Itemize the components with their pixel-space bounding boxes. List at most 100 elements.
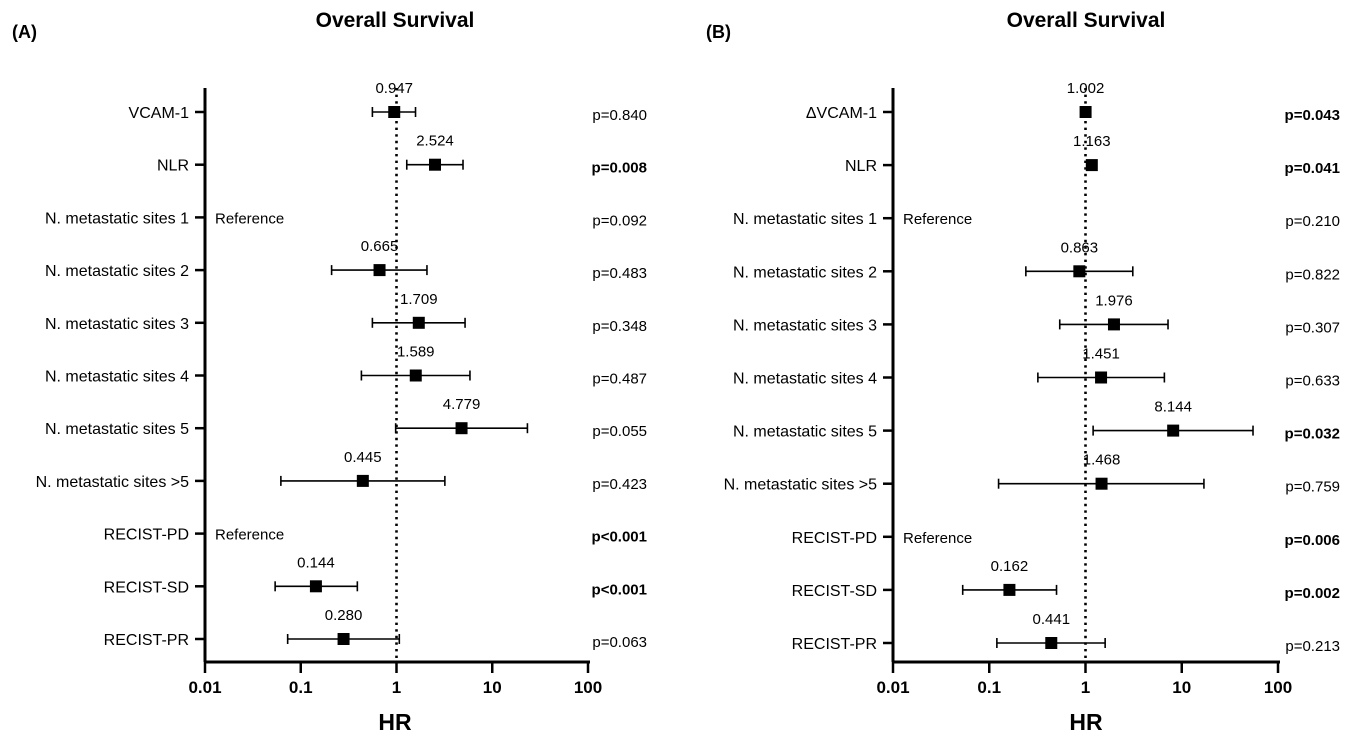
x-tick-label: 0.01 — [876, 678, 909, 697]
hr-label: 0.665 — [361, 238, 399, 255]
p-value: p=0.041 — [1285, 160, 1340, 177]
hr-point — [1108, 318, 1120, 330]
row-label: RECIST-SD — [792, 583, 877, 600]
hr-point — [374, 264, 386, 276]
p-value: p=0.055 — [592, 423, 647, 440]
hr-point — [413, 317, 425, 329]
panel-label: (A) — [12, 22, 37, 42]
forest-panel-b: (B) Overall Survival 0.01 0.1 1 10 100 HR ΔVCAM-… — [706, 9, 1340, 735]
x-tick-label: 100 — [1264, 678, 1292, 697]
row-label: N. metastatic sites 5 — [45, 421, 189, 438]
forest-panel-a: (A) Overall Survival 0.01 0.1 1 10 100 HR VCAM-1… — [12, 9, 647, 735]
hr-label: 1.589 — [397, 344, 435, 361]
row-label: NLR — [845, 158, 877, 175]
p-value: p=0.006 — [1285, 532, 1340, 549]
hr-label: 1.451 — [1082, 346, 1120, 363]
row-label: N. metastatic sites 1 — [45, 210, 189, 227]
panel-title: Overall Survival — [1007, 9, 1166, 32]
hr-point — [1045, 637, 1057, 649]
hr-point — [1080, 106, 1092, 118]
row-label: RECIST-SD — [104, 579, 189, 596]
p-value: p=0.307 — [1285, 319, 1340, 336]
hr-label: 2.524 — [416, 133, 454, 150]
p-value: p=0.423 — [592, 476, 647, 493]
p-value: p<0.001 — [592, 581, 647, 598]
row-label: RECIST-PR — [104, 632, 189, 649]
hr-point — [410, 370, 422, 382]
panel-label: (B) — [706, 22, 731, 42]
hr-label: 1.709 — [400, 291, 438, 308]
p-value: p=0.092 — [592, 212, 647, 229]
hr-label: 1.002 — [1067, 80, 1105, 97]
hr-label: 0.162 — [991, 558, 1029, 575]
reference-text: Reference — [903, 211, 972, 228]
hr-label: 4.779 — [443, 396, 481, 413]
hr-label: 0.445 — [344, 449, 382, 466]
p-value: p=0.210 — [1285, 213, 1340, 230]
x-tick-label: 100 — [574, 678, 602, 697]
hr-point — [456, 422, 468, 434]
row-label: ΔVCAM-1 — [806, 105, 877, 122]
hr-label: 1.468 — [1083, 452, 1121, 469]
x-tick-label: 1 — [392, 678, 401, 697]
p-value: p=0.043 — [1285, 107, 1340, 124]
hr-point — [1003, 584, 1015, 596]
hr-label: 1.163 — [1073, 133, 1111, 150]
p-value: p=0.840 — [592, 107, 647, 124]
hr-point — [1167, 425, 1179, 437]
hr-point — [388, 106, 400, 118]
p-value: p=0.002 — [1285, 585, 1340, 602]
x-tick-label: 10 — [1172, 678, 1191, 697]
x-axis-label: HR — [378, 709, 412, 735]
p-value: p=0.633 — [1285, 373, 1340, 390]
p-value: p=0.032 — [1285, 426, 1340, 443]
p-value: p=0.063 — [592, 634, 647, 651]
row-label: NLR — [157, 158, 189, 175]
hr-point — [1086, 159, 1098, 171]
x-tick-label: 0.1 — [289, 678, 313, 697]
row-label: N. metastatic sites 2 — [733, 264, 877, 281]
row-label: RECIST-PR — [792, 636, 877, 653]
hr-point — [1073, 265, 1085, 277]
row-label: N. metastatic sites >5 — [36, 474, 189, 491]
p-value: p=0.348 — [592, 318, 647, 335]
x-tick-label: 0.01 — [188, 678, 221, 697]
hr-label: 0.947 — [375, 80, 413, 97]
row-label: N. metastatic sites 4 — [45, 369, 189, 386]
hr-point — [310, 580, 322, 592]
row-label: N. metastatic sites 1 — [733, 211, 877, 228]
reference-text: Reference — [215, 527, 284, 544]
hr-label: 0.144 — [297, 554, 335, 571]
hr-point — [1096, 478, 1108, 490]
p-value: p=0.759 — [1285, 479, 1340, 496]
row-label: N. metastatic sites 5 — [733, 424, 877, 441]
x-tick-label: 0.1 — [977, 678, 1001, 697]
row-label: RECIST-PD — [792, 530, 877, 547]
x-axis-label: HR — [1069, 709, 1103, 735]
p-value: p=0.822 — [1285, 266, 1340, 283]
reference-text: Reference — [215, 210, 284, 227]
hr-label: 0.280 — [325, 607, 363, 624]
hr-point — [429, 159, 441, 171]
row-label: N. metastatic sites 3 — [733, 317, 877, 334]
panel-title: Overall Survival — [316, 9, 475, 32]
row-label: N. metastatic sites 2 — [45, 263, 189, 280]
hr-point — [338, 633, 350, 645]
hr-label: 0.441 — [1033, 611, 1071, 628]
p-value: p=0.483 — [592, 265, 647, 282]
row-label: N. metastatic sites 4 — [733, 371, 877, 388]
hr-label: 8.144 — [1154, 399, 1192, 416]
p-value: p=0.213 — [1285, 638, 1340, 655]
hr-label: 0.863 — [1061, 239, 1099, 256]
p-value: p<0.001 — [592, 529, 647, 546]
p-value: p=0.008 — [592, 160, 647, 177]
hr-label: 1.976 — [1095, 292, 1133, 309]
hr-point — [1095, 372, 1107, 384]
hr-point — [357, 475, 369, 487]
row-label: N. metastatic sites >5 — [724, 477, 877, 494]
row-label: RECIST-PD — [104, 527, 189, 544]
row-label: N. metastatic sites 3 — [45, 316, 189, 333]
p-value: p=0.487 — [592, 371, 647, 388]
reference-text: Reference — [903, 530, 972, 547]
